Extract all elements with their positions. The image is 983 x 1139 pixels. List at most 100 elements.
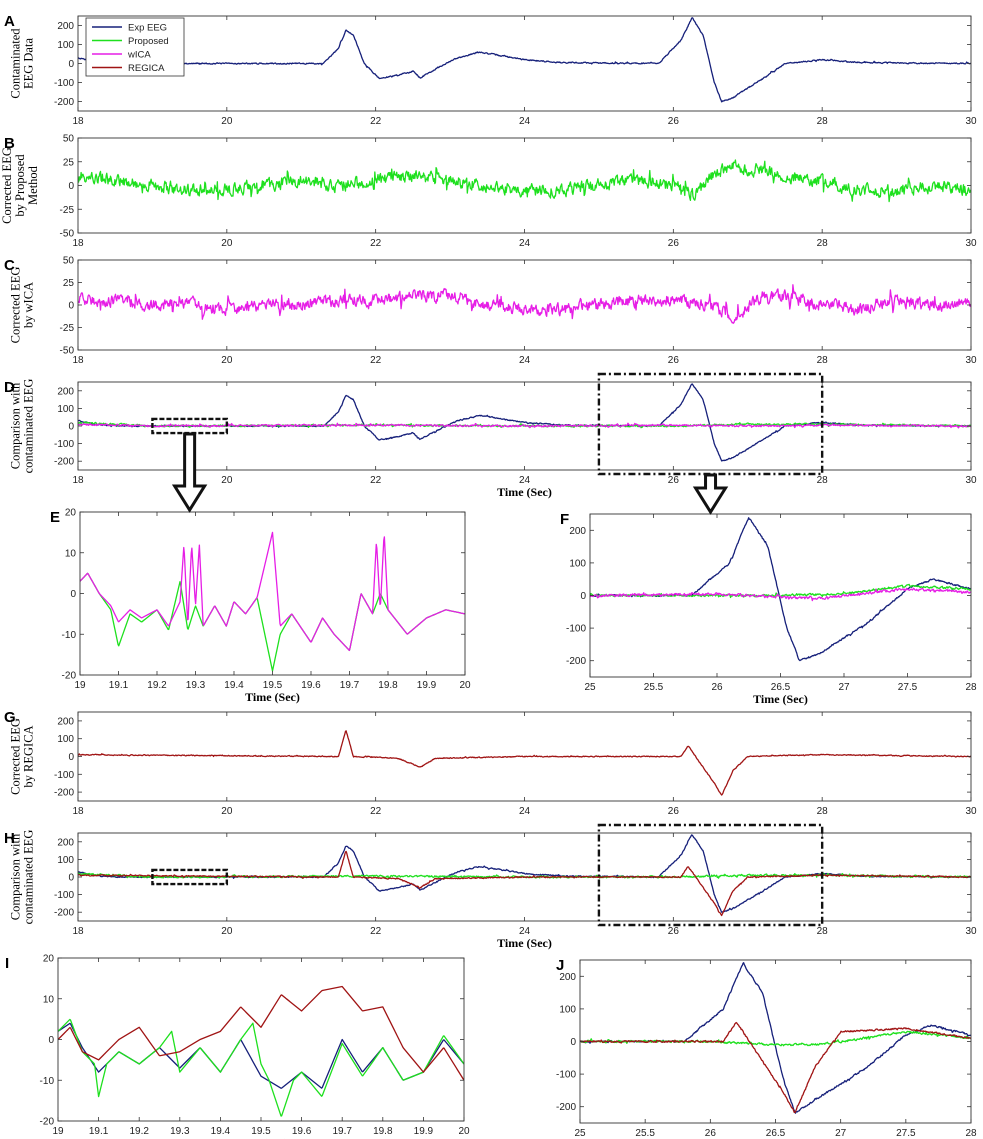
x-tick-label: 26: [668, 116, 680, 127]
x-tick-label: 26.5: [771, 682, 791, 693]
x-tick-label: 24: [519, 238, 531, 249]
legend-label: wICA: [127, 50, 151, 61]
y-tick-label: -200: [556, 1102, 576, 1113]
series-line-I-proposed: [58, 1018, 464, 1117]
x-tick-label: 19.5: [263, 680, 283, 691]
x-tick-label: 30: [965, 926, 977, 937]
x-axis-label-H: Time (Sec): [497, 936, 552, 950]
x-tick-label: 19: [74, 680, 86, 691]
y-tick-label: 50: [63, 256, 75, 267]
x-tick-label: 30: [965, 475, 977, 486]
y-tick-label: 20: [65, 508, 77, 519]
x-tick-label: 27: [835, 1128, 847, 1139]
x-tick-label: 19.7: [332, 1126, 352, 1137]
series-group-E: [80, 531, 465, 672]
x-tick-label: 19.8: [373, 1126, 393, 1137]
panel-letter-A: A: [4, 13, 15, 30]
zoom-arrow-E: [171, 432, 208, 513]
zoom-arrow-F: [692, 473, 729, 515]
x-tick-label: 20: [221, 238, 233, 249]
x-tick-label: 19.1: [89, 1126, 109, 1137]
x-tick-label: 19.9: [414, 1126, 434, 1137]
x-tick-label: 20: [221, 806, 233, 817]
x-tick-label: 19.5: [251, 1126, 271, 1137]
x-tick-label: 27.5: [898, 682, 918, 693]
y-tick-label: 10: [65, 548, 77, 559]
panel-G: G 18 20 22 24 26 28 30 -200 -100 0 100 200 Corrected …: [4, 709, 977, 817]
y-tick-label: -20: [62, 671, 77, 682]
zoom-box-I: [151, 868, 229, 886]
panel-D: D 18 20 22 24 26 28 30 -200 -100 0 100 200 Comparison…: [4, 372, 977, 499]
x-tick-label: 30: [965, 355, 977, 366]
y-tick-label: 100: [57, 40, 74, 51]
y-axis-label-C: Corrected EEG: [9, 267, 23, 344]
x-tick-label: 20: [221, 475, 233, 486]
x-tick-label: 19.9: [417, 680, 437, 691]
x-tick-label: 19.2: [147, 680, 167, 691]
y-tick-label: -100: [54, 78, 74, 89]
x-axis-label-F: Time (Sec): [753, 692, 808, 706]
x-tick-label: 18: [72, 926, 84, 937]
series-line-I-regica: [58, 985, 464, 1081]
x-tick-label: 25.5: [635, 1128, 655, 1139]
panel-J: J2525.52626.52727.528-200-1000100200Time…: [556, 957, 977, 1139]
y-tick-label: -200: [54, 908, 74, 919]
x-tick-label: 20: [221, 116, 233, 127]
x-axis-label-D: Time (Sec): [497, 485, 552, 499]
y-tick-label: 200: [57, 386, 74, 397]
x-tick-label: 19.8: [378, 680, 398, 691]
series-line-A-exp-eeg: [78, 17, 971, 103]
x-tick-label: 26: [711, 682, 723, 693]
series-group-J: [580, 962, 971, 1114]
y-tick-label: 200: [559, 972, 576, 983]
panel-letter-G: G: [4, 709, 16, 726]
zoom-box-F: [597, 372, 824, 476]
x-axis-label-I: Time (Sec): [234, 1136, 289, 1139]
panel-H: H 18 20 22 24 26 28 30 -200 -100 0 100 200 Comparison…: [4, 823, 977, 950]
panel-F: F 25 25.5 26 26.5 27 27.5 28 -200 -100 0 100 200 Time…: [560, 511, 977, 706]
y-tick-label: 25: [63, 157, 75, 168]
zoom-box-E: [151, 417, 229, 435]
x-tick-label: 19.3: [170, 1126, 190, 1137]
x-tick-label: 22: [370, 116, 382, 127]
panels-layer: A18 20 22 24 26 28 30-200-1000100200Contaminat…: [0, 13, 977, 1139]
x-tick-label: 26: [668, 238, 680, 249]
panel-C: C 18 20 22 24 26 28 30 -50 -25 0 25 50 Corrected EEG b…: [4, 256, 977, 367]
y-tick-label: 100: [57, 734, 74, 745]
x-tick-label: 19.4: [224, 680, 244, 691]
x-tick-label: 22: [370, 926, 382, 937]
x-tick-label: 26: [668, 355, 680, 366]
series-line-C-wica: [78, 284, 971, 324]
x-tick-label: 25.5: [644, 682, 664, 693]
y-tick-label: 0: [68, 301, 74, 312]
y-tick-label: -200: [566, 656, 586, 667]
y-tick-label: -100: [556, 1070, 576, 1081]
x-tick-label: 19.6: [292, 1126, 312, 1137]
series-group-F: [590, 517, 971, 662]
y-tick-label: -100: [566, 624, 586, 635]
y-tick-label: 20: [43, 954, 55, 965]
y-tick-label: -20: [40, 1117, 55, 1128]
x-tick-label: 19.6: [301, 680, 321, 691]
x-tick-label: 20: [221, 355, 233, 366]
x-tick-label: 28: [817, 926, 829, 937]
x-tick-label: 18: [72, 238, 84, 249]
x-tick-label: 25: [574, 1128, 586, 1139]
x-tick-label: 24: [519, 475, 531, 486]
y-axis-label-D: Comparison with: [9, 382, 23, 469]
y-tick-label: 200: [569, 526, 586, 537]
x-tick-label: 26: [668, 926, 680, 937]
x-tick-label: 19.3: [186, 680, 206, 691]
legend: Exp EEG Proposed wICA REGICA: [85, 17, 185, 77]
panel-letter-D: D: [4, 379, 15, 396]
y-tick-label: 0: [68, 59, 74, 70]
y-tick-label: 100: [559, 1004, 576, 1015]
y-tick-label: -10: [62, 630, 77, 641]
x-tick-label: 28: [817, 116, 829, 127]
x-tick-label: 20: [221, 926, 233, 937]
x-tick-label: 30: [965, 116, 977, 127]
panel-letter-F: F: [560, 511, 569, 528]
panel-letter-E: E: [50, 509, 60, 526]
x-tick-label: 22: [370, 238, 382, 249]
